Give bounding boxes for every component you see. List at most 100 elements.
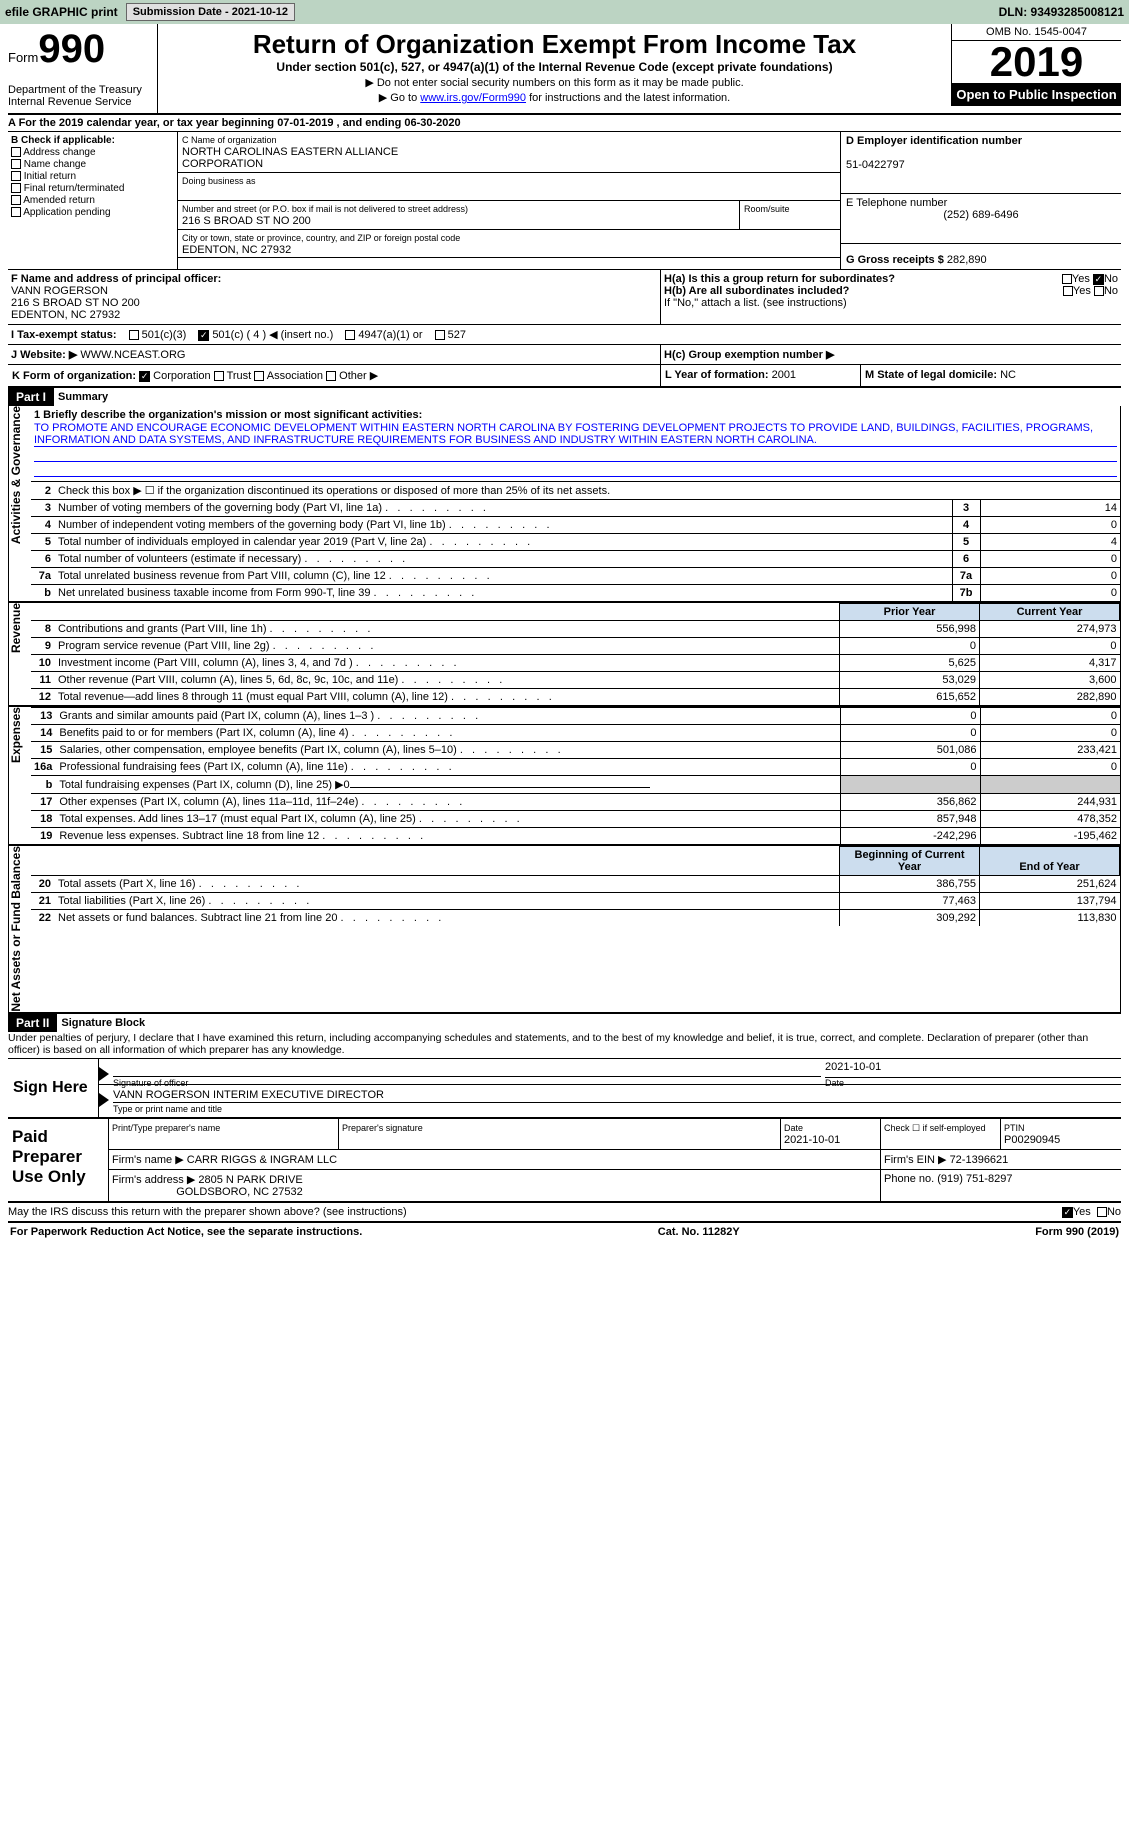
- h-note: If "No," attach a list. (see instruction…: [664, 297, 1118, 309]
- year-formation: 2001: [772, 369, 796, 381]
- form-subtitle: Under section 501(c), 527, or 4947(a)(1)…: [163, 60, 946, 74]
- discuss-row: May the IRS discuss this return with the…: [8, 1203, 1121, 1223]
- form-header: Form990 Department of the Treasury Inter…: [8, 24, 1121, 115]
- vtab-expenses: Expenses: [9, 707, 23, 763]
- org-name-2: CORPORATION: [182, 158, 263, 170]
- org-city: EDENTON, NC 27932: [182, 244, 291, 256]
- box-b-header: B Check if applicable:: [11, 135, 174, 146]
- submission-date-button[interactable]: Submission Date - 2021-10-12: [126, 3, 295, 21]
- firm-addr2: GOLDSBORO, NC 27532: [176, 1186, 303, 1198]
- cb-initial[interactable]: [11, 171, 21, 181]
- efile-label: efile GRAPHIC print: [5, 5, 118, 19]
- perjury-declaration: Under penalties of perjury, I declare th…: [8, 1032, 1121, 1059]
- box-k: K Form of organization: ✓ Corporation Tr…: [8, 365, 661, 386]
- officer-name: VANN ROGERSON: [11, 285, 108, 297]
- box-b: B Check if applicable: Address change Na…: [8, 132, 178, 269]
- expenses-section: Expenses 13Grants and similar amounts pa…: [8, 707, 1121, 846]
- form-footer: Form 990 (2019): [1035, 1226, 1119, 1238]
- paid-preparer-block: Paid Preparer Use Only Print/Type prepar…: [8, 1117, 1121, 1203]
- website-value: WWW.NCEAST.ORG: [77, 349, 185, 361]
- cb-address[interactable]: [11, 147, 21, 157]
- mission-label: 1 Briefly describe the organization's mi…: [34, 409, 422, 421]
- state-value: NC: [1000, 369, 1016, 381]
- cb-ha-yes[interactable]: [1062, 274, 1072, 284]
- addr-label: Number and street (or P.O. box if mail i…: [182, 204, 468, 214]
- phone-label: E Telephone number: [846, 197, 947, 209]
- mission-text: TO PROMOTE AND ENCOURAGE ECONOMIC DEVELO…: [34, 422, 1117, 447]
- paid-preparer-label: Paid Preparer Use Only: [8, 1119, 108, 1201]
- self-employed-check: Check ☐ if self-employed: [884, 1123, 986, 1133]
- prep-date: 2021-10-01: [784, 1134, 840, 1146]
- cb-ha-no[interactable]: ✓: [1093, 274, 1104, 285]
- irs-label: Internal Revenue Service: [8, 96, 152, 108]
- cb-4947[interactable]: [345, 330, 355, 340]
- vtab-revenue: Revenue: [9, 603, 23, 653]
- form990-link[interactable]: www.irs.gov/Form990: [420, 92, 526, 104]
- pra-notice: For Paperwork Reduction Act Notice, see …: [10, 1226, 362, 1238]
- governance-table: 2Check this box ▶ ☐ if the organization …: [31, 481, 1120, 601]
- cb-hb-yes[interactable]: [1063, 286, 1073, 296]
- dln-label: DLN: 93493285008121: [999, 5, 1124, 19]
- org-name-1: NORTH CAROLINAS EASTERN ALLIANCE: [182, 146, 398, 158]
- sig-date: 2021-10-01: [825, 1061, 1121, 1077]
- cb-other[interactable]: [326, 371, 336, 381]
- firm-name: CARR RIGGS & INGRAM LLC: [187, 1154, 337, 1166]
- dept-treasury: Department of the Treasury: [8, 84, 152, 96]
- footer: For Paperwork Reduction Act Notice, see …: [8, 1223, 1121, 1241]
- firm-addr1: 2805 N PARK DRIVE: [198, 1174, 302, 1186]
- name-label: C Name of organization: [182, 135, 277, 145]
- top-bar: efile GRAPHIC print Submission Date - 20…: [0, 0, 1129, 24]
- sign-here-label: Sign Here: [8, 1059, 98, 1117]
- gross-label: G Gross receipts $: [846, 254, 944, 266]
- officer-addr2: EDENTON, NC 27932: [11, 309, 120, 321]
- gross-value: 282,890: [947, 254, 987, 266]
- cat-no: Cat. No. 11282Y: [658, 1226, 740, 1238]
- revenue-section: Revenue Prior YearCurrent Year 8Contribu…: [8, 603, 1121, 707]
- cb-discuss-yes[interactable]: ✓: [1062, 1207, 1073, 1218]
- box-f: F Name and address of principal officer:…: [8, 270, 661, 324]
- org-address: 216 S BROAD ST NO 200: [182, 215, 311, 227]
- cb-discuss-no[interactable]: [1097, 1207, 1107, 1217]
- phone-value: (252) 689-6496: [846, 209, 1116, 221]
- dba-label: Doing business as: [182, 176, 256, 186]
- governance-section: Activities & Governance 1 Briefly descri…: [8, 406, 1121, 603]
- room-label: Room/suite: [744, 204, 790, 214]
- part1-title: Summary: [54, 389, 112, 405]
- cb-501c[interactable]: ✓: [198, 330, 209, 341]
- ptin-value: P00290945: [1004, 1134, 1060, 1146]
- cb-name[interactable]: [11, 159, 21, 169]
- cb-527[interactable]: [435, 330, 445, 340]
- cb-final[interactable]: [11, 183, 21, 193]
- cb-trust[interactable]: [214, 371, 224, 381]
- tax-status-row: I Tax-exempt status: 501(c)(3) ✓ 501(c) …: [8, 325, 1121, 345]
- officer-label: F Name and address of principal officer:: [11, 273, 221, 285]
- cb-amended[interactable]: [11, 195, 21, 205]
- box-c: C Name of organization NORTH CAROLINAS E…: [178, 132, 841, 269]
- ein-label: D Employer identification number: [846, 135, 1022, 147]
- cb-hb-no[interactable]: [1094, 286, 1104, 296]
- ein-value: 51-0422797: [846, 159, 905, 171]
- firm-phone: (919) 751-8297: [937, 1173, 1012, 1185]
- expenses-table: 13Grants and similar amounts paid (Part …: [31, 707, 1120, 844]
- part2-header: Part II: [8, 1014, 57, 1032]
- website-label: J Website: ▶: [11, 349, 77, 361]
- part1-header: Part I: [8, 388, 54, 406]
- tax-year: 2019: [952, 41, 1121, 83]
- netassets-table: Beginning of Current YearEnd of Year 20T…: [31, 846, 1120, 926]
- form-word: Form: [8, 50, 38, 65]
- year-formation-label: L Year of formation:: [665, 369, 769, 381]
- arrow-icon: [99, 1093, 109, 1107]
- box-h: H(a) Is this a group return for subordin…: [661, 270, 1121, 324]
- netassets-section: Net Assets or Fund Balances Beginning of…: [8, 846, 1121, 1014]
- vtab-netassets: Net Assets or Fund Balances: [9, 846, 23, 1012]
- arrow-icon: [99, 1067, 109, 1081]
- officer-addr1: 216 S BROAD ST NO 200: [11, 297, 140, 309]
- state-label: M State of legal domicile:: [865, 369, 997, 381]
- sign-here-block: Sign Here Signature of officer 2021-10-0…: [8, 1059, 1121, 1117]
- form-title: Return of Organization Exempt From Incom…: [163, 29, 946, 60]
- cb-assoc[interactable]: [254, 371, 264, 381]
- city-label: City or town, state or province, country…: [182, 233, 460, 243]
- cb-application[interactable]: [11, 207, 21, 217]
- cb-corp[interactable]: ✓: [139, 371, 150, 382]
- cb-501c3[interactable]: [129, 330, 139, 340]
